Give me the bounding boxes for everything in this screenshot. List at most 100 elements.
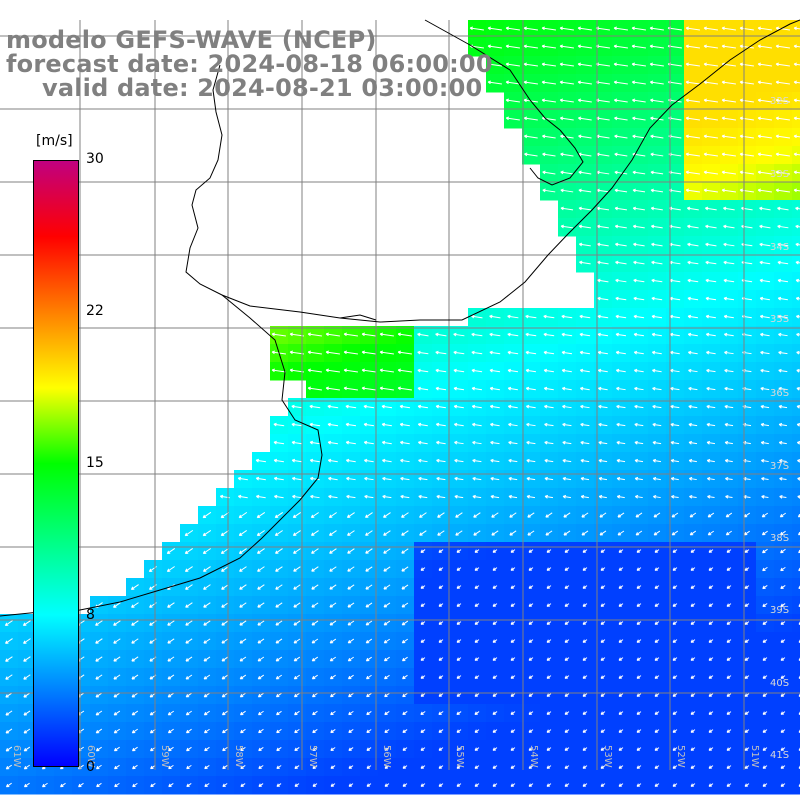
wind-arrow [168,764,174,770]
wind-arrow [650,188,664,193]
wind-arrow [636,603,642,607]
wind-arrow [361,368,376,373]
wind-arrow [327,458,338,463]
wind-arrow [690,621,696,625]
wind-arrow [237,494,248,499]
wind-arrow [471,314,483,319]
latitude-label: 33S [770,169,789,180]
wind-arrow [723,260,735,265]
wind-arrow [312,783,318,787]
wind-arrow [523,44,538,49]
wind-arrow [453,422,464,427]
wind-arrow [793,134,800,139]
wind-arrow [366,747,372,751]
wind-arrow [528,711,534,715]
wind-arrow [690,549,696,553]
wind-arrow [708,747,714,751]
wind-arrow [726,657,732,661]
wind-arrow [560,188,574,193]
wind-arrow [707,476,715,481]
wind-arrow [690,675,696,679]
wind-arrow [275,548,283,554]
wind-arrow [653,530,661,536]
wind-arrow [578,206,592,211]
wind-arrow [364,512,373,518]
wind-arrow [186,783,192,788]
wind-arrow [438,783,444,787]
wind-arrow [347,620,355,626]
wind-arrow [168,783,174,788]
wind-arrow [582,747,588,751]
wind-direction-arrows [4,26,800,788]
wind-arrow [688,458,697,463]
wind-arrow [401,548,409,554]
wind-arrow [310,476,320,481]
wind-arrow [239,566,247,572]
wind-arrow [291,404,303,409]
latitude-label: 39S [770,605,789,616]
wind-arrow [438,693,444,697]
wind-arrow [670,404,680,409]
wind-arrow [399,422,410,427]
wind-arrow [307,386,322,391]
wind-arrow [544,440,554,445]
wind-arrow [582,729,588,733]
wind-arrow [420,549,426,553]
wind-arrow [276,783,282,787]
wind-arrow [546,675,552,679]
wind-arrow [456,567,462,571]
wind-arrow [616,440,626,445]
wind-arrow [616,386,626,391]
wind-arrow [528,765,534,769]
wind-arrow [541,62,556,67]
wind-arrow [613,62,628,67]
wind-arrow [379,332,394,337]
map-title-forecast-date: forecast date: 2024-08-18 06:00:00 [6,50,493,78]
wind-arrow [775,152,790,157]
wind-arrow [114,764,120,770]
wind-arrow [670,368,680,373]
wind-arrow [650,134,664,139]
wind-arrow [454,476,464,481]
wind-arrow [294,783,300,787]
wind-arrow [793,188,800,193]
wind-arrow [633,332,645,337]
wind-arrow [383,530,391,536]
wind-arrow [542,188,556,193]
wind-arrow [703,116,718,121]
wind-arrow [757,98,772,103]
wind-arrow [311,656,319,662]
wind-arrow [293,566,301,572]
wind-arrow [438,603,444,607]
wind-arrow [600,639,606,643]
wind-arrow [705,224,717,229]
wind-arrow [598,476,608,481]
wind-arrow [739,80,754,85]
wind-arrow [436,494,446,499]
wind-arrow [185,602,193,608]
wind-arrow [597,368,608,373]
wind-arrow [309,440,321,445]
wind-arrow [653,494,661,499]
wind-arrow [309,422,321,427]
wind-arrow [330,692,336,698]
wind-arrow [578,170,592,175]
wind-arrow [600,657,606,661]
wind-arrow [401,584,409,590]
wind-arrow [689,530,697,536]
wind-arrow [618,711,624,715]
wind-arrow [258,783,264,787]
wind-arrow [670,458,679,463]
wind-arrow [634,494,643,499]
wind-arrow [708,549,714,553]
wind-arrow [633,350,644,355]
wind-arrow [271,332,286,337]
wind-arrow [672,603,678,607]
wind-arrow [132,782,138,788]
wind-arrow [293,548,301,554]
latitude-labels: 32S 33S 34S 35S 36S 37S 38S 39S 40S 41S [770,96,789,761]
wind-arrow [796,404,800,409]
wind-arrow [526,404,536,409]
wind-arrow [471,350,483,355]
